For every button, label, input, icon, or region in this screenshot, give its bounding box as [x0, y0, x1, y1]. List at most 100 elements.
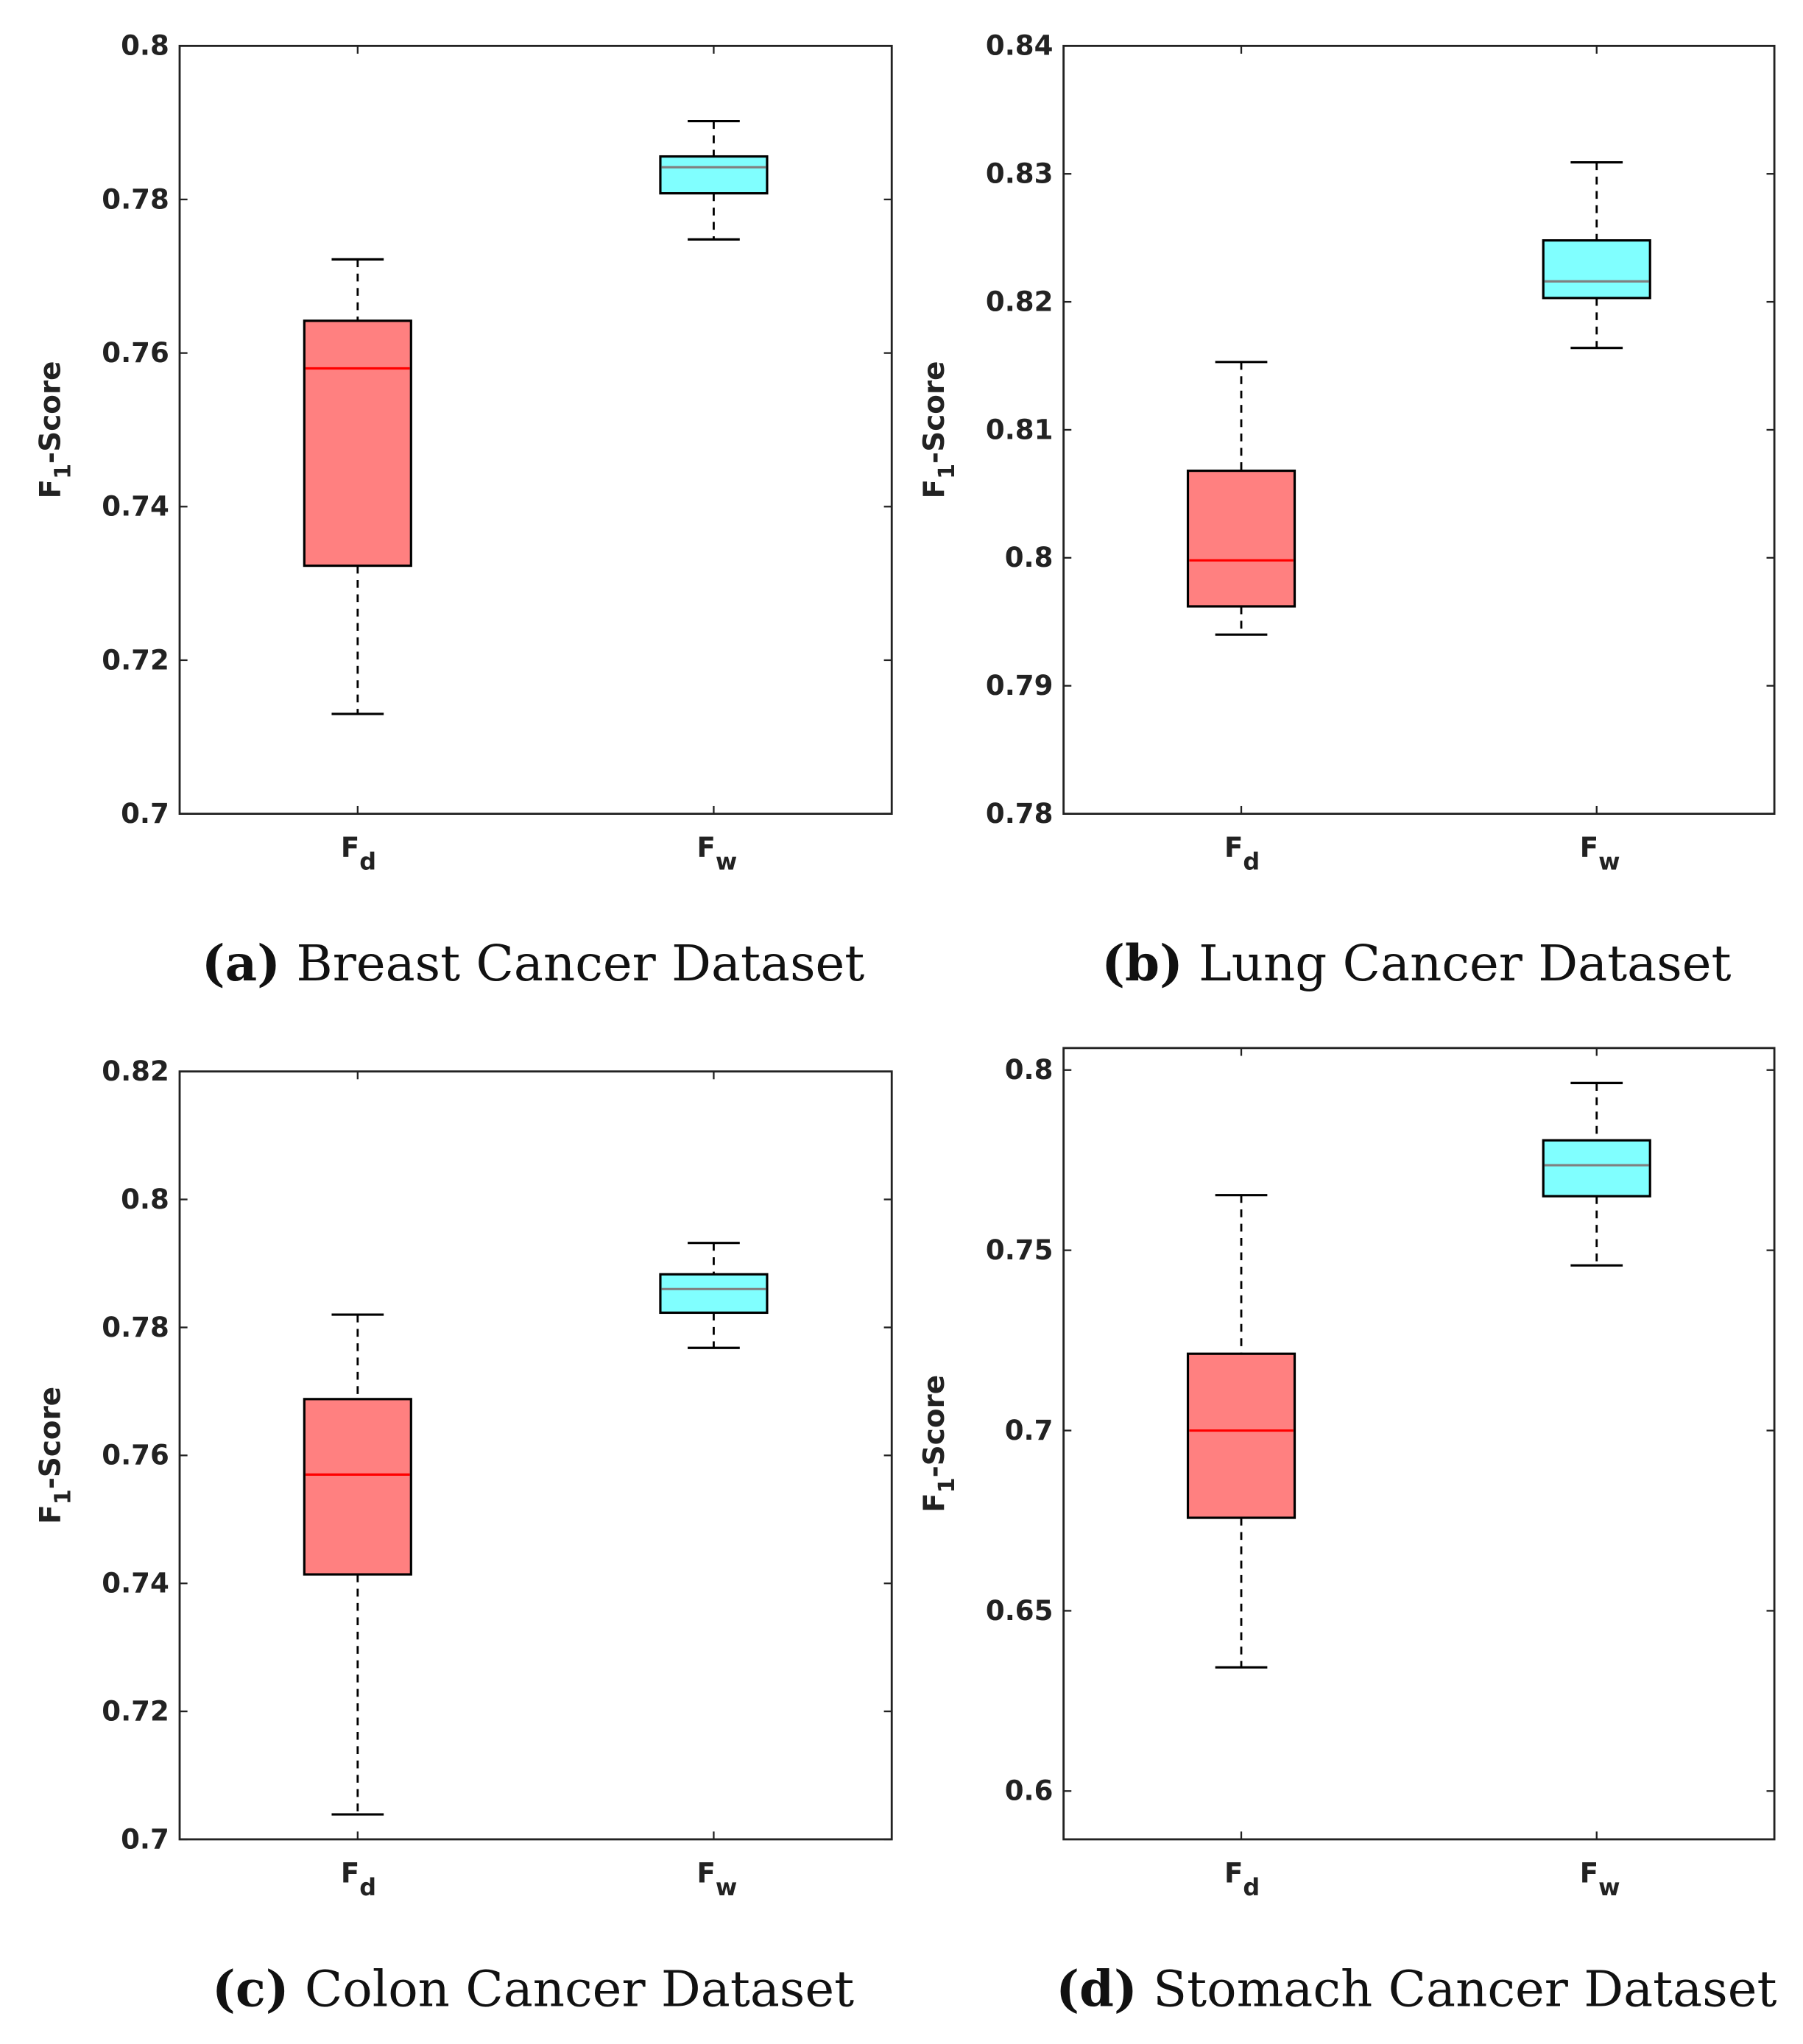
ylabel-rest: -Score	[918, 361, 951, 463]
box-iqr	[1542, 239, 1651, 300]
y-tick-label: 0.8	[121, 1184, 169, 1215]
ylabel-sub: 1	[50, 464, 76, 479]
box-iqr	[1186, 1352, 1296, 1519]
box-iqr	[659, 1273, 769, 1315]
ylabel-f: F	[34, 1504, 67, 1524]
x-tick-label: Fw	[696, 832, 737, 876]
caption-space	[280, 935, 296, 992]
x-label-sub: w	[1598, 848, 1620, 876]
x-label-sub: w	[1598, 1873, 1620, 1901]
box-Fd	[1186, 1194, 1296, 1669]
axes-frame	[1062, 44, 1776, 815]
x-label-sub: w	[716, 848, 737, 876]
x-tick-label: Fd	[341, 832, 376, 876]
y-tick-label: 0.74	[102, 491, 169, 523]
box-Fd	[303, 258, 412, 715]
panel-caption: (c) Colon Cancer Dataset	[212, 1959, 854, 2018]
x-label-main: F	[1580, 832, 1598, 863]
ylabel-f: F	[918, 1493, 951, 1513]
y-tick-label: 0.8	[1005, 542, 1054, 573]
axes-frame	[1062, 1047, 1776, 1841]
x-tick-label: Fw	[1580, 832, 1620, 876]
caption-space	[1137, 1960, 1153, 2018]
caption-label: (d)	[1056, 1959, 1137, 2018]
box-iqr	[303, 1398, 412, 1576]
y-tick-label: 0.65	[986, 1595, 1054, 1627]
box-Fw	[1542, 160, 1651, 350]
x-label-main: F	[696, 832, 715, 863]
ylabel-rest: -Score	[918, 1375, 951, 1477]
caption-label: (a)	[202, 934, 280, 992]
y-tick-label: 0.72	[102, 644, 169, 676]
box-Fd	[1186, 361, 1296, 636]
y-axis-label: F1-Score	[34, 1387, 76, 1524]
y-tick-label: 0.72	[102, 1695, 169, 1727]
x-label-main: F	[1224, 1857, 1243, 1889]
box-Fw	[659, 119, 769, 241]
y-tick-label: 0.74	[102, 1568, 169, 1599]
box-iqr	[303, 319, 412, 567]
panel-caption: (d) Stomach Cancer Dataset	[1056, 1959, 1776, 2018]
y-tick-label: 0.76	[102, 337, 169, 369]
caption-title: Stomach Cancer Dataset	[1153, 1960, 1776, 2018]
x-label-main: F	[341, 1857, 359, 1889]
y-tick-label: 0.83	[986, 158, 1054, 190]
y-tick-label: 0.82	[102, 1055, 169, 1087]
box-Fw	[659, 1242, 769, 1349]
x-label-sub: d	[359, 1873, 376, 1901]
box-Fd	[303, 1313, 412, 1816]
box-iqr	[659, 155, 769, 195]
y-tick-label: 0.76	[102, 1440, 169, 1471]
y-tick-label: 0.7	[121, 1823, 169, 1855]
y-tick-label: 0.8	[121, 30, 169, 62]
caption-title: Lung Cancer Dataset	[1199, 935, 1731, 992]
y-axis-label: F1-Score	[34, 361, 76, 498]
box-iqr	[1542, 1139, 1651, 1198]
axes-frame	[178, 44, 893, 815]
x-tick-label: Fd	[1224, 1857, 1260, 1901]
x-label-main: F	[1224, 832, 1243, 863]
panel-caption: (b) Lung Cancer Dataset	[1101, 934, 1731, 992]
y-tick-label: 0.81	[986, 414, 1054, 445]
y-tick-label: 0.7	[1005, 1415, 1054, 1446]
caption-space	[1183, 935, 1199, 992]
x-label-sub: d	[1243, 1873, 1260, 1901]
y-tick-label: 0.78	[986, 798, 1054, 830]
panel-caption: (a) Breast Cancer Dataset	[202, 934, 864, 992]
ylabel-rest: -Score	[34, 361, 67, 463]
x-label-main: F	[1580, 1857, 1598, 1889]
ylabel-f: F	[34, 479, 67, 499]
caption-title: Breast Cancer Dataset	[296, 935, 864, 992]
ylabel-sub: 1	[934, 464, 960, 479]
x-tick-label: Fd	[341, 1857, 376, 1901]
x-label-sub: d	[359, 848, 376, 876]
y-tick-label: 0.8	[1005, 1054, 1054, 1086]
axes-frame	[178, 1070, 893, 1841]
ylabel-rest: -Score	[34, 1387, 67, 1489]
box-Fw	[1542, 1081, 1651, 1267]
y-tick-label: 0.78	[102, 1312, 169, 1343]
y-tick-label: 0.7	[121, 798, 169, 830]
x-tick-label: Fw	[696, 1857, 737, 1901]
y-axis-label: F1-Score	[918, 1375, 960, 1513]
y-tick-label: 0.6	[1005, 1775, 1054, 1807]
box-iqr	[1186, 470, 1296, 608]
ylabel-f: F	[918, 479, 951, 499]
x-tick-label: Fd	[1224, 832, 1260, 876]
x-label-sub: w	[716, 1873, 737, 1901]
y-tick-label: 0.82	[986, 286, 1054, 317]
y-axis-label: F1-Score	[918, 361, 960, 498]
x-label-sub: d	[1243, 848, 1260, 876]
y-tick-label: 0.78	[102, 183, 169, 215]
x-label-main: F	[696, 1857, 715, 1889]
y-tick-label: 0.75	[986, 1234, 1054, 1266]
y-tick-label: 0.84	[986, 30, 1054, 62]
caption-label: (c)	[212, 1959, 289, 2018]
caption-title: Colon Cancer Dataset	[305, 1960, 854, 2018]
y-tick-label: 0.79	[986, 670, 1054, 701]
